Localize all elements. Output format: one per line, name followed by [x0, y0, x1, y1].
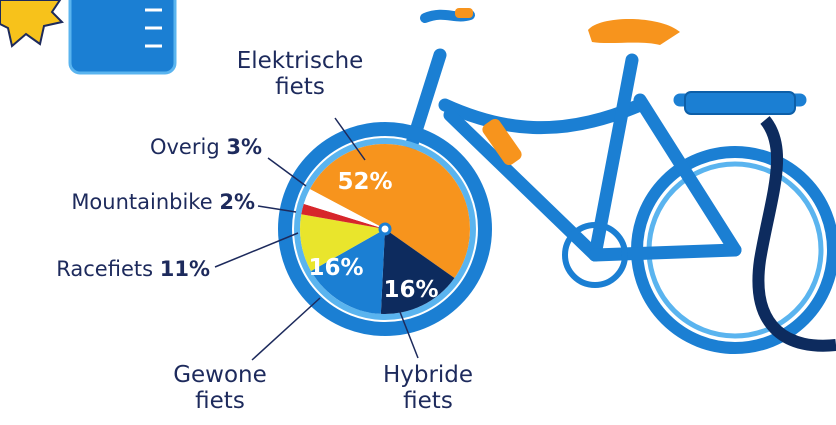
category-name: Hybride fiets — [383, 362, 473, 414]
value-label: 52% — [337, 169, 392, 195]
category-label: Elektrische fiets — [215, 48, 385, 100]
category-label: Mountainbike 2% — [71, 189, 255, 215]
category-name: Elektrische fiets — [237, 48, 364, 100]
category-label: Racefiets 11% — [56, 256, 210, 282]
value-label: 3% — [226, 135, 262, 159]
category-label: Hybride fiets — [378, 362, 478, 414]
battery — [685, 92, 795, 114]
value-label: 16% — [308, 255, 363, 281]
category-name: Mountainbike — [71, 190, 212, 214]
value-label: 2% — [219, 190, 255, 214]
category-name: Overig — [150, 135, 220, 159]
grip — [455, 8, 473, 18]
category-label: Gewone fiets — [170, 362, 270, 414]
value-label: 16% — [383, 277, 438, 303]
sun — [0, 0, 62, 46]
saddle — [588, 19, 680, 45]
value-label: 11% — [160, 257, 210, 281]
infographic: Elektrische fiets 52% Hybride fiets 16% Gewo… — [0, 0, 836, 425]
category-label: Overig 3% — [150, 134, 262, 160]
category-name: Racefiets — [56, 257, 153, 281]
category-name: Gewone fiets — [173, 362, 267, 414]
hub — [380, 224, 390, 234]
